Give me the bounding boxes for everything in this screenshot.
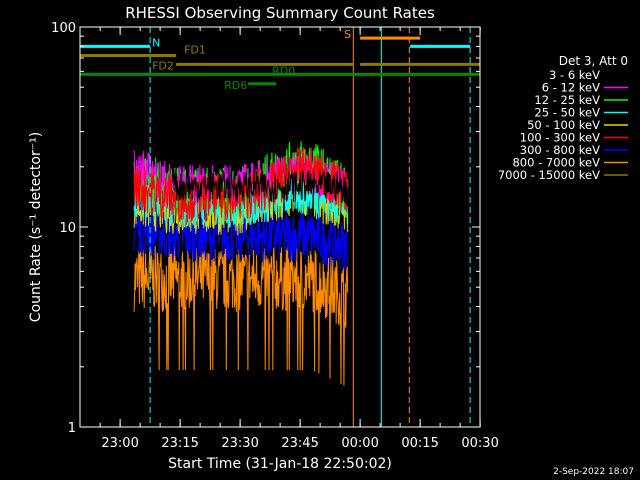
footer-timestamp: 2-Sep-2022 18:07 [553,467,634,477]
x-tick-label-2: 23:30 [221,436,258,451]
legend-entry-label-7: 800 - 7000 keV [512,156,600,170]
x-tick-label-4: 00:00 [341,436,378,451]
series-line-0 [133,246,349,386]
y-tick-label-1: 10 [59,221,76,236]
flag-label-n: N [152,36,160,49]
y-tick-label-2: 100 [51,21,76,36]
series-line-6 [133,146,349,223]
x-axis-label: Start Time (31-Jan-18 22:50:02) [168,456,392,472]
y-tick-label-0: 1 [68,421,76,436]
y-axis-label: Count Rate (s⁻¹ detector⁻¹) [28,132,44,322]
legend-entry-label-8: 7000 - 15000 keV [498,168,600,182]
flag-label-fd2: FD2 [152,59,174,72]
legend-entry-label-5: 100 - 300 keV [520,131,600,145]
x-tick-label-0: 23:00 [101,436,138,451]
flag-label-s: S [344,28,351,41]
data-layer [133,97,349,386]
flag-label-rd6: RD6 [224,79,247,92]
legend-entry-label-3: 25 - 50 keV [534,106,600,120]
axis-layer: 23:00 23:15 23:30 23:45 00:00 00:15 00:30 1 10 10… [51,21,499,451]
legend-entry-label-0: 3 - 6 keV [549,68,600,82]
chart-title: RHESSI Observing Summary Count Rates [125,4,435,22]
flag-label-fd1: FD1 [184,44,206,57]
x-tick-label-6: 00:30 [461,436,498,451]
legend-entry-label-2: 12 - 25 keV [534,93,600,107]
legend-header: Det 3, Att 0 [559,54,628,68]
legend-entry-label-6: 300 - 800 keV [520,143,600,157]
x-tick-label-5: 00:15 [401,436,438,451]
flag-label-rd0: RD0 [272,64,295,77]
x-tick-label-3: 23:45 [281,436,318,451]
legend-entry-label-1: 6 - 12 keV [542,81,600,95]
series-line-7 [133,97,349,207]
x-tick-label-1: 23:15 [161,436,198,451]
legend-entry-label-4: 50 - 100 keV [527,118,600,132]
